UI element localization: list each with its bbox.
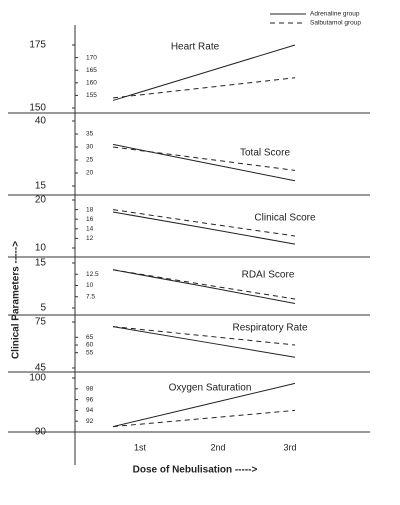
- y-tick-label: 90: [35, 427, 47, 438]
- panel-title: Total Score: [240, 148, 290, 159]
- x-tick-label: 1st: [134, 442, 147, 452]
- inner-tick-label: 170: [86, 54, 97, 61]
- y-tick-label: 20: [35, 195, 47, 206]
- inner-tick-label: 55: [86, 349, 94, 356]
- inner-tick-label: 16: [86, 216, 94, 223]
- inner-tick-label: 14: [86, 226, 94, 233]
- inner-tick-label: 30: [86, 144, 94, 151]
- y-tick-label: 100: [29, 373, 46, 384]
- x-axis-label: Dose of Nebulisation ----->: [133, 465, 258, 476]
- inner-tick-label: 160: [86, 80, 97, 87]
- inner-tick-label: 96: [86, 396, 94, 403]
- series-line: [112, 409, 296, 428]
- legend-label: Salbutamol group: [310, 20, 361, 27]
- series-line: [112, 209, 296, 237]
- y-tick-label: 75: [35, 317, 47, 328]
- inner-tick-label: 25: [86, 157, 94, 164]
- series-line: [112, 44, 296, 101]
- series-line: [112, 382, 296, 428]
- inner-tick-label: 10: [86, 282, 94, 289]
- panel-title: Oxygen Saturation: [169, 383, 252, 394]
- series-line: [112, 326, 296, 346]
- panel-title: Heart Rate: [171, 42, 220, 53]
- panel-title: Clinical Score: [254, 213, 316, 224]
- inner-tick-label: 92: [86, 418, 94, 425]
- y-tick-label: 150: [29, 103, 46, 114]
- inner-tick-label: 35: [86, 131, 94, 138]
- series-line: [112, 211, 296, 245]
- y-tick-label: 5: [40, 303, 46, 314]
- inner-tick-label: 12.5: [86, 271, 99, 278]
- inner-tick-label: 18: [86, 206, 94, 213]
- inner-tick-label: 155: [86, 92, 97, 99]
- y-axis-label: Clinical Parameters ----->: [11, 241, 22, 359]
- series-line: [112, 269, 296, 304]
- series-line: [112, 326, 296, 358]
- series-line: [112, 269, 296, 300]
- inner-tick-label: 7.5: [86, 293, 95, 300]
- inner-tick-label: 60: [86, 342, 94, 349]
- y-tick-label: 15: [35, 181, 47, 192]
- y-tick-label: 175: [29, 40, 46, 51]
- inner-tick-label: 20: [86, 170, 94, 177]
- panel-title: RDAI Score: [242, 270, 295, 281]
- y-tick-label: 40: [35, 116, 47, 127]
- x-tick-label: 2nd: [210, 442, 225, 452]
- inner-tick-label: 12: [86, 235, 94, 242]
- legend-label: Adrenaline group: [310, 11, 360, 18]
- inner-tick-label: 98: [86, 386, 94, 393]
- inner-tick-label: 65: [86, 334, 94, 341]
- y-tick-label: 15: [35, 258, 47, 269]
- series-line: [112, 146, 296, 171]
- y-tick-label: 10: [35, 243, 47, 254]
- y-tick-label: 45: [35, 363, 47, 374]
- panel-title: Respiratory Rate: [232, 323, 307, 334]
- x-tick-label: 3rd: [283, 442, 296, 452]
- inner-tick-label: 165: [86, 67, 97, 74]
- inner-tick-label: 94: [86, 407, 94, 414]
- series-line: [112, 77, 296, 99]
